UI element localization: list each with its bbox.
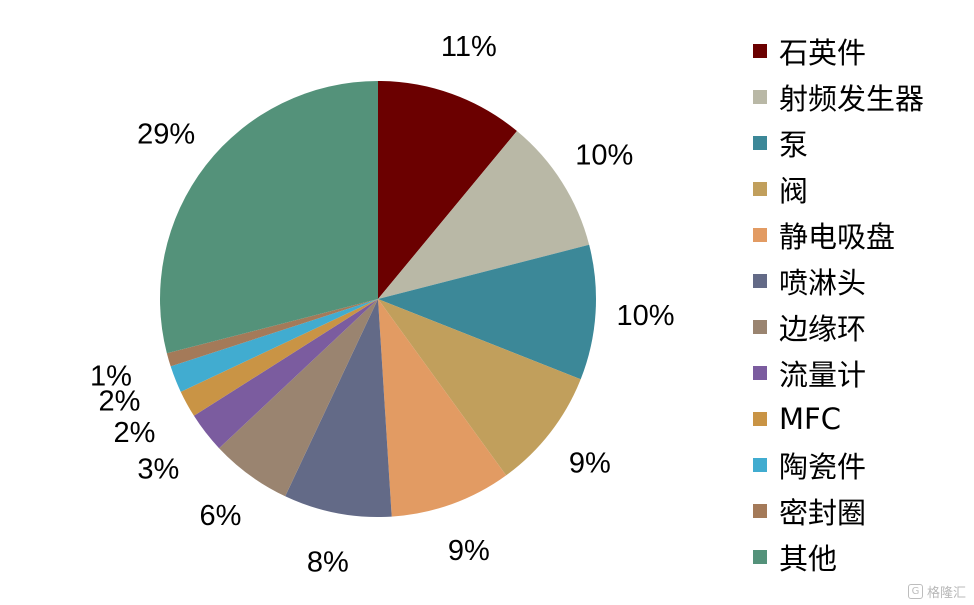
pie-slice-1 <box>378 81 517 299</box>
slice-label-10: 2% <box>99 385 141 417</box>
legend: 石英件射频发生器泵阀静电吸盘喷淋头边缘环流量计 MFC 陶瓷件密封圈其他 <box>753 28 968 580</box>
legend-swatch <box>753 504 767 518</box>
legend-item-12: 其他 <box>753 534 968 580</box>
slice-label-12: 29% <box>137 119 195 151</box>
watermark: G 格隆汇 <box>907 582 966 601</box>
legend-swatch <box>753 136 767 150</box>
legend-label: 密封圈 <box>779 496 867 530</box>
legend-label: 流量计 <box>779 358 867 392</box>
pie-slice-6 <box>285 299 392 517</box>
pie-slice-10 <box>170 299 378 392</box>
legend-item-4: 阀 <box>753 166 968 212</box>
pie-slice-4 <box>378 299 581 476</box>
slice-label-5: 9% <box>448 535 490 567</box>
legend-swatch <box>753 182 767 196</box>
legend-item-1: 石英件 <box>753 28 968 74</box>
legend-item-9: MFC <box>753 396 968 442</box>
pie-slice-2 <box>378 131 590 299</box>
legend-label: 其他 <box>779 542 838 576</box>
slice-label-2: 10% <box>575 139 633 171</box>
legend-swatch <box>753 228 767 242</box>
legend-swatch <box>753 366 767 380</box>
pie-slice-5 <box>378 299 507 517</box>
slice-label-4: 9% <box>569 447 611 479</box>
watermark-text: 格隆汇 <box>926 586 966 601</box>
legend-item-6: 喷淋头 <box>753 258 968 304</box>
pie-slice-12 <box>160 81 378 354</box>
legend-swatch <box>753 90 767 104</box>
pie-slice-3 <box>378 244 596 380</box>
legend-label: MFC <box>779 402 841 436</box>
slice-label-1: 11% <box>441 31 497 63</box>
legend-item-7: 边缘环 <box>753 304 968 350</box>
legend-swatch <box>753 274 767 288</box>
slice-label-7: 6% <box>200 500 242 532</box>
legend-item-3: 泵 <box>753 120 968 166</box>
legend-label: 石英件 <box>779 36 867 70</box>
legend-swatch <box>753 44 767 58</box>
legend-item-5: 静电吸盘 <box>753 212 968 258</box>
slice-label-6: 8% <box>307 546 349 578</box>
pie-slice-7 <box>219 299 378 497</box>
legend-label: 阀 <box>779 174 809 208</box>
legend-item-11: 密封圈 <box>753 488 968 534</box>
slice-label-11: 1% <box>90 361 132 393</box>
glh-logo-icon: G <box>907 584 923 599</box>
legend-label: 静电吸盘 <box>779 220 896 254</box>
legend-label: 泵 <box>779 128 809 162</box>
legend-item-2: 射频发生器 <box>753 74 968 120</box>
pie-slice-11 <box>166 299 378 367</box>
legend-swatch <box>753 320 767 334</box>
legend-label: 边缘环 <box>779 312 867 346</box>
legend-swatch <box>753 412 767 426</box>
legend-label: 射频发生器 <box>779 82 925 116</box>
legend-label: 陶瓷件 <box>779 450 867 484</box>
legend-item-8: 流量计 <box>753 350 968 396</box>
slice-label-3: 10% <box>616 300 674 332</box>
pie-slice-8 <box>193 299 378 449</box>
pie-slice-9 <box>180 299 378 416</box>
legend-swatch <box>753 550 767 564</box>
legend-label: 喷淋头 <box>779 266 867 300</box>
legend-swatch <box>753 458 767 472</box>
slice-label-9: 2% <box>113 417 155 449</box>
slice-label-8: 3% <box>137 453 179 485</box>
legend-item-10: 陶瓷件 <box>753 442 968 488</box>
